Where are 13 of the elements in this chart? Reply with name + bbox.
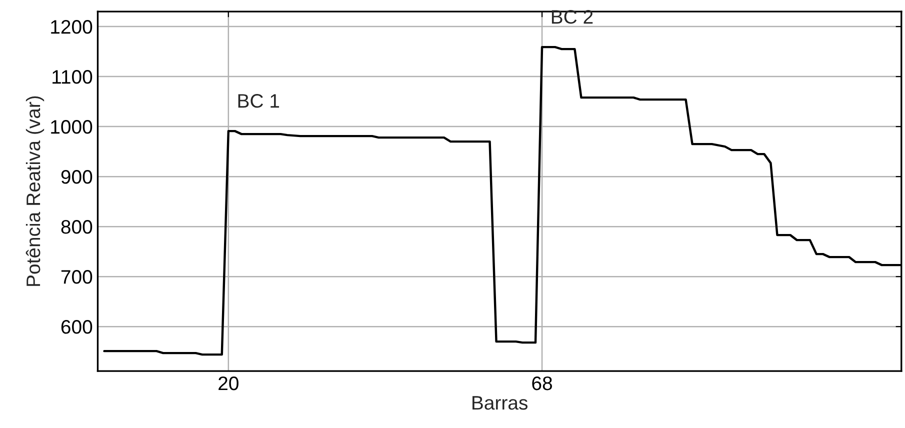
y-tick-label: 900 [61, 170, 92, 184]
x-axis-title: Barras [472, 396, 528, 410]
y-tick-label: 800 [61, 220, 92, 234]
y-axis-title: Potência Reativa (var) [26, 96, 44, 286]
annotation: BC 2 [552, 10, 593, 24]
y-tick-label: 1200 [51, 20, 92, 34]
y-tick-label: 1000 [51, 120, 92, 134]
y-tick-label: 600 [61, 320, 92, 334]
annotation: BC 1 [238, 94, 280, 108]
y-tick-label: 700 [61, 270, 92, 284]
x-tick-label: 20 [218, 376, 238, 390]
y-tick-label: 1100 [52, 70, 92, 84]
x-tick-label: 68 [532, 376, 552, 390]
